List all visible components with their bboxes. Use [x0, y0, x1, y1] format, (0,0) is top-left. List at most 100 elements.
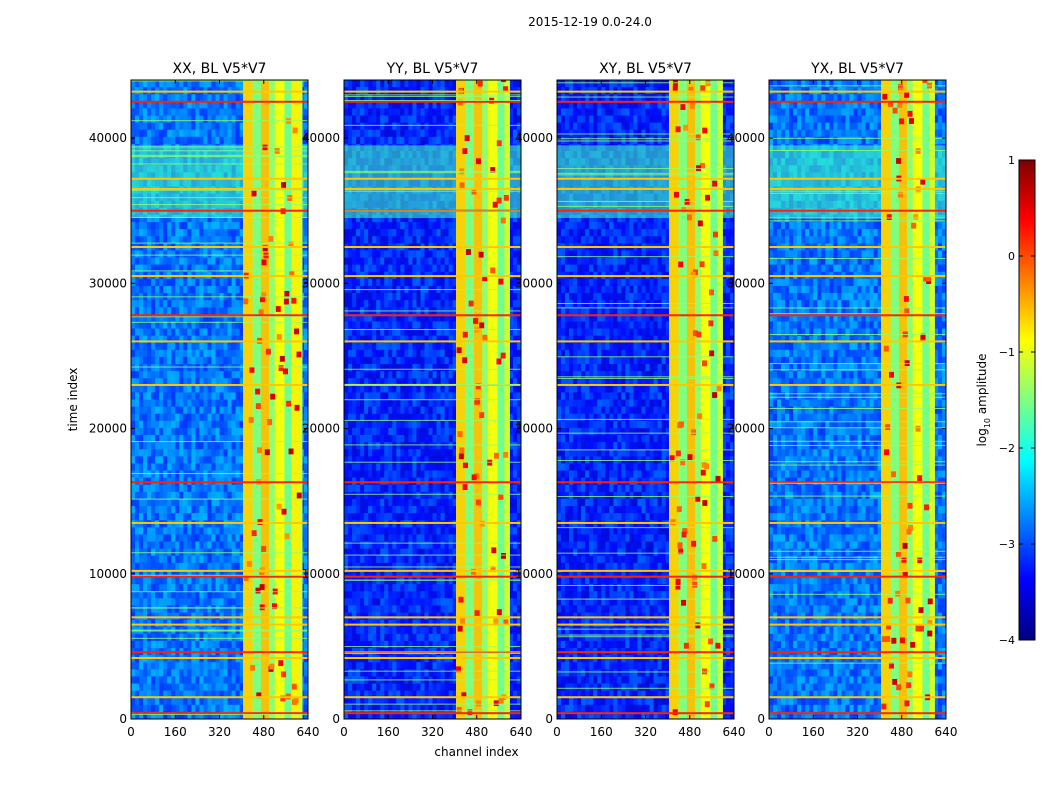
noise-cell	[235, 349, 240, 358]
noise-cell	[303, 449, 308, 457]
noise-cell	[199, 335, 204, 343]
noise-cell	[195, 335, 200, 343]
noise-cell	[159, 413, 164, 422]
noise-cell	[360, 80, 365, 88]
noise-cell	[147, 662, 152, 670]
noise-cell	[207, 285, 212, 294]
noise-cell	[235, 640, 240, 649]
noise-cell	[223, 129, 228, 138]
noise-cell	[159, 463, 164, 471]
noise-cell	[147, 562, 152, 571]
noise-cell	[163, 236, 168, 244]
noise-cell	[231, 619, 236, 627]
noise-cell	[167, 463, 172, 471]
noise-cell	[147, 321, 152, 329]
noise-cell	[207, 711, 212, 719]
noise-cell	[516, 94, 521, 102]
noise-cell	[183, 463, 188, 471]
noise-cell	[231, 101, 236, 109]
noise-cell	[303, 527, 308, 535]
noise-cell	[239, 94, 244, 102]
rfi-subcolumn	[243, 80, 253, 719]
noise-cell	[187, 285, 192, 294]
noise-cell	[171, 236, 176, 244]
noise-cell	[215, 399, 220, 407]
noise-cell	[231, 435, 236, 443]
noise-cell	[183, 569, 188, 578]
noise-cell	[175, 420, 180, 429]
noise-cell	[203, 236, 208, 244]
noise-cell	[151, 498, 156, 507]
noise-cell	[368, 108, 373, 116]
rfi-blob	[276, 503, 282, 510]
noise-cell	[187, 406, 192, 414]
noise-cell	[155, 640, 160, 649]
noise-cell	[428, 108, 433, 116]
noise-cell	[215, 619, 220, 627]
rfi-blob	[249, 366, 255, 373]
noise-cell	[151, 640, 156, 649]
noise-cell	[207, 214, 212, 223]
noise-cell	[195, 129, 200, 138]
noise-cell	[239, 640, 244, 649]
noise-cell	[303, 378, 308, 386]
noise-cell	[147, 506, 152, 514]
noise-cell	[187, 562, 192, 571]
noise-cell	[448, 94, 453, 102]
noise-cell	[159, 605, 164, 613]
noise-cell	[231, 335, 236, 343]
noise-cell	[151, 136, 156, 145]
noise-cell	[211, 591, 216, 599]
noise-cell	[199, 633, 204, 642]
noise-cell	[231, 356, 236, 365]
noise-cell	[175, 619, 180, 627]
noise-cell	[203, 690, 208, 698]
noise-cell	[203, 80, 208, 88]
noise-cell	[139, 108, 144, 116]
rfi-faint-row	[131, 498, 308, 500]
noise-cell	[191, 278, 196, 287]
noise-cell	[143, 101, 148, 109]
noise-cell	[239, 612, 244, 620]
noise-cell	[147, 392, 152, 400]
noise-cell	[163, 562, 168, 571]
noise-cell	[211, 633, 216, 642]
noise-cell	[179, 115, 184, 123]
noise-cell	[139, 690, 144, 698]
noise-cell	[215, 676, 220, 684]
noise-cell	[139, 498, 144, 507]
noise-cell	[195, 690, 200, 698]
noise-cell	[183, 300, 188, 308]
noise-cell	[163, 584, 168, 592]
noise-cell	[179, 250, 184, 258]
noise-cell	[195, 491, 200, 500]
rfi-faint-row	[131, 254, 308, 256]
noise-cell	[167, 555, 172, 564]
noise-cell	[147, 214, 152, 223]
noise-cell	[231, 513, 236, 521]
noise-cell	[239, 406, 244, 414]
noise-cell	[131, 371, 136, 379]
noise-cell	[151, 605, 156, 613]
noise-cell	[151, 534, 156, 542]
noise-cell	[179, 513, 184, 521]
noise-cell	[203, 385, 208, 393]
noise-cell	[155, 108, 160, 116]
noise-cell	[143, 569, 148, 578]
noise-cell	[151, 690, 156, 698]
noise-cell	[211, 463, 216, 471]
noise-cell	[432, 129, 437, 138]
noise-cell	[151, 122, 156, 130]
noise-cell	[159, 115, 164, 123]
noise-cell	[159, 669, 164, 677]
noise-cell	[163, 577, 168, 585]
noise-cell	[171, 534, 176, 542]
noise-cell	[147, 449, 152, 457]
noise-cell	[139, 328, 144, 336]
noise-cell	[183, 342, 188, 351]
noise-cell	[131, 577, 136, 585]
noise-cell	[171, 711, 176, 719]
noise-cell	[171, 285, 176, 294]
noise-cell	[239, 506, 244, 514]
noise-cell	[147, 676, 152, 684]
